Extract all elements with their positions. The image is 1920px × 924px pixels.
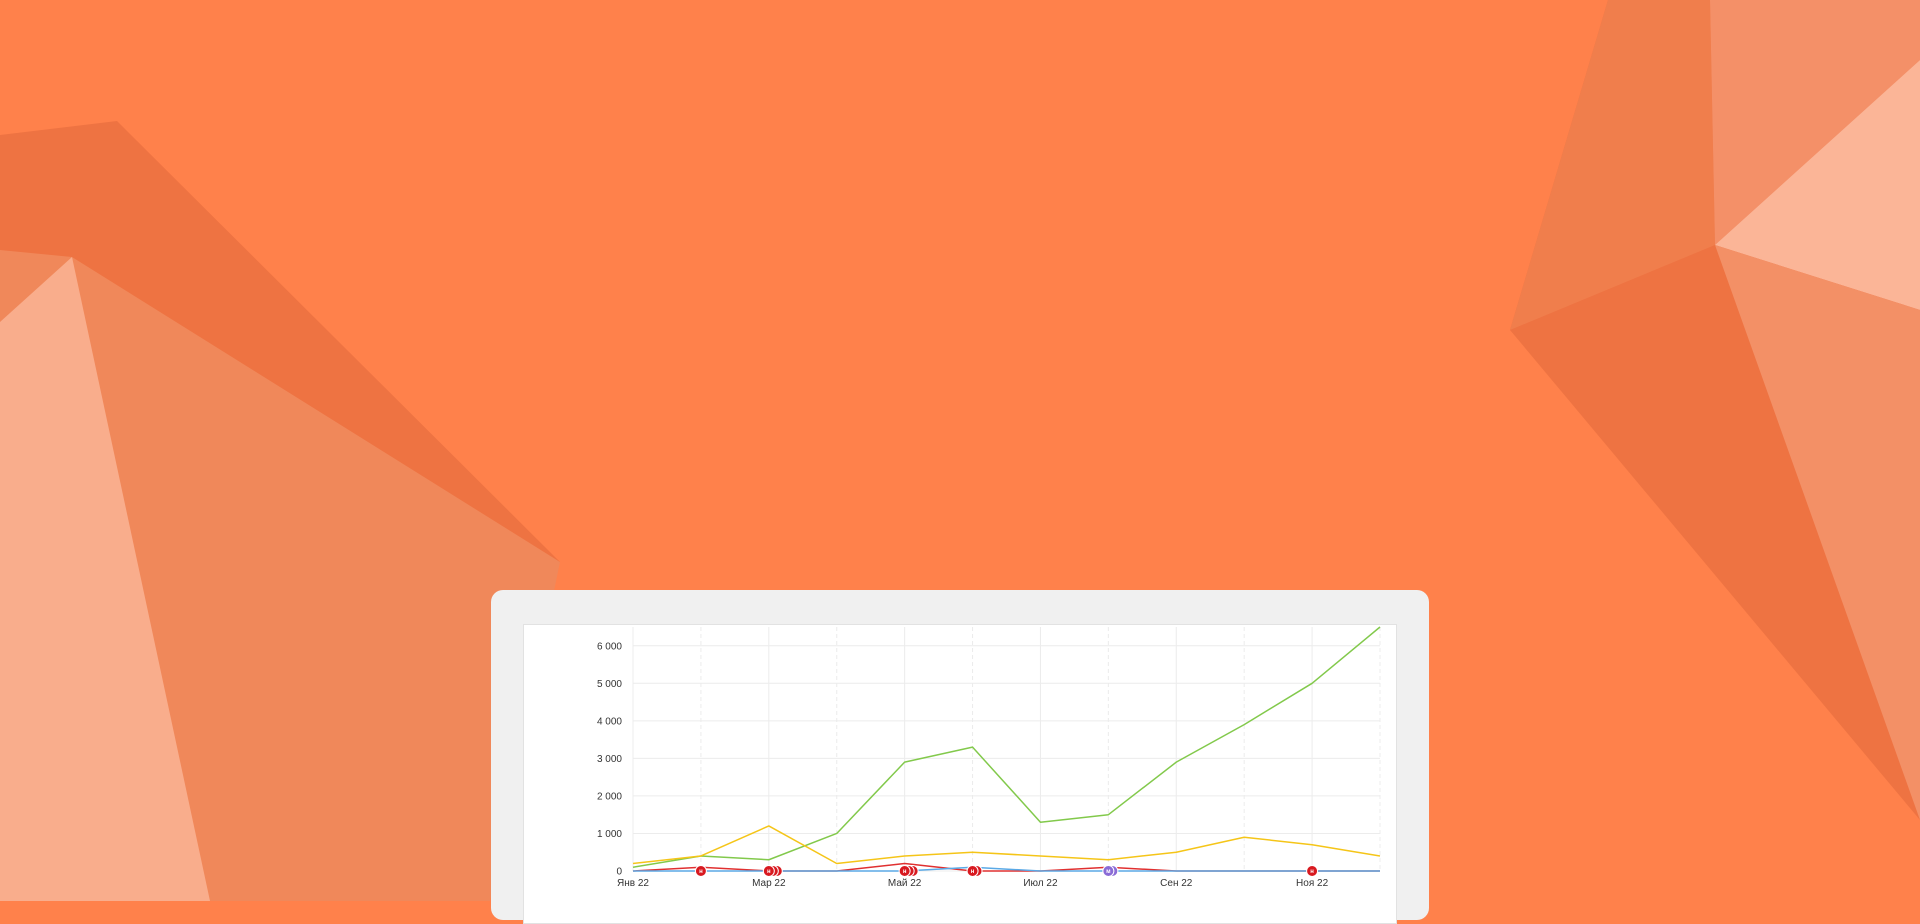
x-tick-label: Янв 22 — [617, 878, 649, 889]
bg-facet — [0, 257, 210, 901]
chart-panel: 0 1 000 2 000 3 000 4 000 5 000 6 000 Янв 22 Мар… — [523, 624, 1397, 924]
line-chart: 0 1 000 2 000 3 000 4 000 5 000 6 000 Янв 22 Мар… — [597, 626, 1381, 889]
bg-facet — [1710, 0, 1920, 245]
event-marker — [966, 865, 979, 877]
event-marker-letter: н — [699, 869, 703, 875]
x-tick-label: Сен 22 — [1160, 878, 1193, 889]
y-tick-label: 0 — [616, 867, 622, 878]
y-tick-label: 4 000 — [597, 716, 622, 727]
y-tick-label: 3 000 — [597, 754, 622, 765]
bg-facet — [1715, 60, 1920, 310]
event-marker-letter: н — [767, 869, 771, 875]
x-tick-label: Май 22 — [888, 878, 922, 889]
y-tick-label: 1 000 — [597, 829, 622, 840]
event-marker — [694, 865, 707, 877]
event-marker — [898, 865, 911, 877]
event-marker — [1102, 865, 1115, 877]
event-marker — [1306, 865, 1319, 877]
event-marker-letter: н — [1310, 869, 1314, 875]
x-tick-label: Ноя 22 — [1296, 878, 1329, 889]
x-tick-label: Мар 22 — [752, 878, 786, 889]
event-marker-letter: м — [1106, 869, 1111, 875]
bg-facet — [1510, 0, 1715, 330]
y-tick-label: 2 000 — [597, 791, 622, 802]
series-line-3 — [633, 866, 1380, 872]
bg-facet — [1715, 245, 1920, 820]
y-tick-label: 5 000 — [597, 679, 622, 690]
chart-card: 0 1 000 2 000 3 000 4 000 5 000 6 000 Янв 22 Мар… — [491, 590, 1429, 924]
series-line-0 — [632, 626, 1381, 868]
series-line-1 — [632, 825, 1381, 865]
event-marker-letter: н — [971, 869, 975, 875]
event-marker-letter: н — [903, 869, 907, 875]
x-tick-label: Июл 22 — [1023, 878, 1058, 889]
y-tick-label: 6 000 — [597, 641, 622, 652]
event-marker — [762, 865, 775, 877]
polygon-background — [0, 0, 1920, 901]
